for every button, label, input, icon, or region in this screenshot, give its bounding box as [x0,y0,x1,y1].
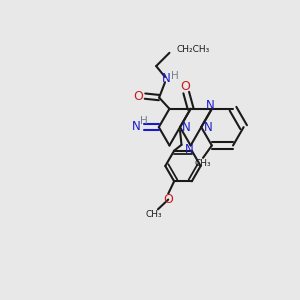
Text: N: N [204,121,213,134]
Text: N: N [131,120,140,133]
Text: O: O [180,80,190,93]
Text: N: N [206,99,215,112]
Text: H: H [140,116,147,126]
Text: N: N [161,72,170,85]
Text: CH₂CH₃: CH₂CH₃ [177,45,210,54]
Text: O: O [163,193,173,206]
Text: CH₃: CH₃ [146,210,162,219]
Text: O: O [134,90,143,103]
Text: CH₃: CH₃ [195,159,211,168]
Text: H: H [171,71,178,81]
Text: N: N [185,142,194,155]
Text: N: N [182,121,190,134]
